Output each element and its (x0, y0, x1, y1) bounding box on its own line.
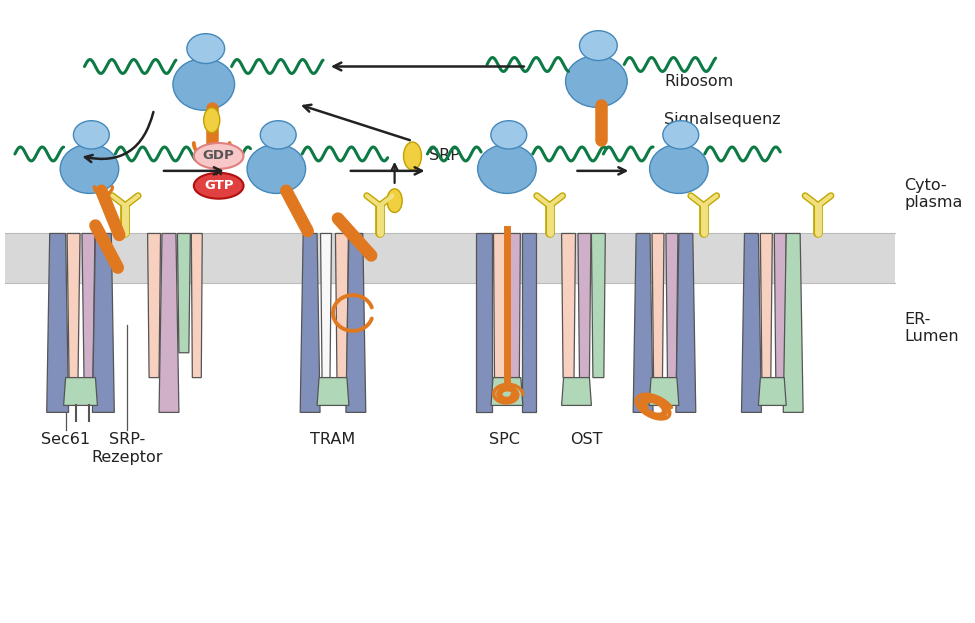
Ellipse shape (566, 55, 627, 107)
Ellipse shape (60, 145, 119, 193)
Ellipse shape (579, 31, 617, 60)
Polygon shape (592, 234, 605, 378)
Text: SRP-
Rezeptor: SRP- Rezeptor (92, 432, 163, 465)
Ellipse shape (404, 142, 421, 170)
Polygon shape (633, 234, 653, 412)
Polygon shape (93, 234, 114, 412)
Polygon shape (177, 234, 190, 353)
Polygon shape (578, 234, 591, 378)
Ellipse shape (490, 121, 526, 149)
Polygon shape (321, 234, 332, 378)
Polygon shape (346, 234, 366, 412)
Text: ER-
Lumen: ER- Lumen (905, 312, 959, 344)
Ellipse shape (204, 108, 219, 133)
Text: GDP: GDP (203, 150, 235, 163)
Text: Ribosom: Ribosom (664, 74, 733, 89)
Polygon shape (317, 378, 349, 406)
Polygon shape (47, 234, 68, 412)
Text: Sec61: Sec61 (41, 432, 90, 447)
Text: TRAM: TRAM (310, 432, 356, 447)
Polygon shape (783, 234, 803, 412)
Polygon shape (509, 234, 521, 378)
Text: Cyto-
plasma: Cyto- plasma (905, 178, 963, 210)
Ellipse shape (73, 121, 109, 149)
Ellipse shape (194, 173, 244, 199)
Polygon shape (67, 234, 80, 378)
Polygon shape (476, 234, 492, 412)
Polygon shape (191, 234, 202, 378)
Ellipse shape (173, 59, 235, 110)
Polygon shape (159, 234, 179, 412)
Ellipse shape (478, 145, 536, 193)
Polygon shape (759, 378, 786, 406)
Polygon shape (300, 234, 320, 412)
Ellipse shape (663, 121, 699, 149)
Polygon shape (649, 378, 679, 406)
Ellipse shape (247, 145, 305, 193)
Ellipse shape (387, 189, 403, 212)
Polygon shape (562, 378, 592, 406)
Ellipse shape (260, 121, 296, 149)
Polygon shape (676, 234, 696, 412)
Ellipse shape (649, 145, 708, 193)
Text: Signalsequenz: Signalsequenz (664, 112, 781, 126)
Text: SPC: SPC (489, 432, 521, 447)
Polygon shape (147, 234, 161, 378)
Text: OST: OST (570, 432, 603, 447)
Polygon shape (493, 234, 506, 378)
Polygon shape (742, 234, 761, 412)
Text: GTP: GTP (204, 179, 233, 193)
Ellipse shape (194, 143, 244, 169)
Polygon shape (335, 234, 348, 378)
Polygon shape (652, 234, 664, 378)
Bar (5, 234, 895, 283)
Polygon shape (491, 378, 523, 406)
Polygon shape (522, 234, 535, 412)
Text: SRP: SRP (429, 148, 460, 163)
Polygon shape (666, 234, 678, 378)
Polygon shape (562, 234, 575, 378)
Ellipse shape (187, 34, 224, 64)
Polygon shape (760, 234, 772, 378)
Polygon shape (82, 234, 95, 378)
Polygon shape (63, 378, 98, 406)
Polygon shape (774, 234, 786, 378)
